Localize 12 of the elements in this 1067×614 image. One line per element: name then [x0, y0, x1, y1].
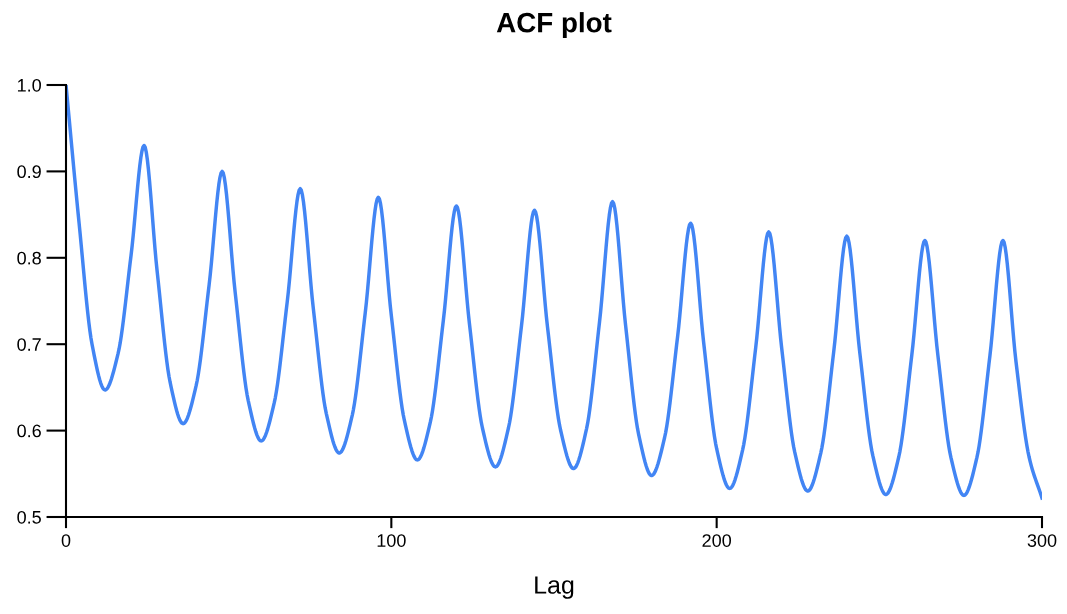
y-tick-label: 0.5 — [17, 510, 41, 524]
y-tick-label: 0.8 — [17, 251, 41, 265]
y-tick-label: 0.9 — [17, 165, 41, 179]
y-tick-label: 0.7 — [17, 338, 41, 351]
x-axis-title: Lag — [535, 576, 574, 599]
x-tick-label: 200 — [702, 534, 732, 547]
chart-title: ACF plot — [496, 12, 612, 38]
x-tick-label: 100 — [377, 534, 406, 547]
x-tick-label: 0 — [61, 534, 71, 547]
x-tick-label: 300 — [1027, 534, 1057, 547]
y-tick-label: 0.6 — [17, 424, 41, 438]
y-tick-label: 1.0 — [17, 78, 41, 92]
